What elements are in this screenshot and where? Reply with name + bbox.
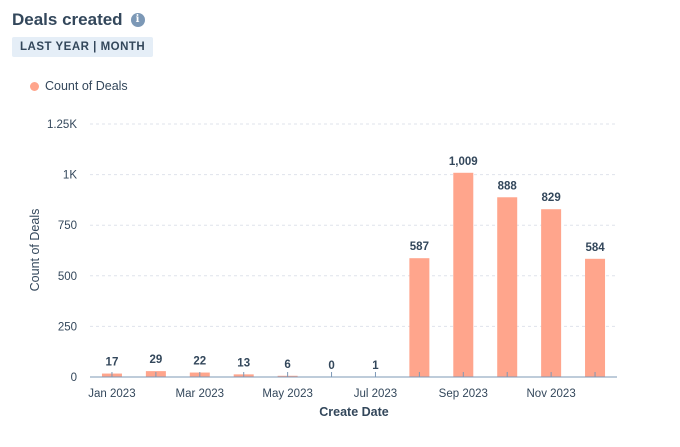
data-label: 587 <box>410 241 429 253</box>
x-tick-label: Nov 2023 <box>527 388 576 400</box>
bar[interactable] <box>585 258 606 377</box>
data-label: 6 <box>284 359 290 371</box>
data-label: 29 <box>149 354 162 366</box>
gridlines <box>90 123 617 327</box>
bar[interactable] <box>453 172 474 377</box>
date-range-filter-tag[interactable]: LAST YEAR | MONTH <box>12 37 154 57</box>
data-label: 0 <box>328 360 334 372</box>
data-label: 1 <box>372 360 379 372</box>
y-axis-title: Count of Deals <box>28 209 42 292</box>
chart-legend: Count of Deals <box>30 79 128 93</box>
bar[interactable] <box>497 197 518 377</box>
data-label: 22 <box>193 356 206 368</box>
data-label: 584 <box>585 242 605 254</box>
data-label: 17 <box>106 357 119 369</box>
x-axis-title: Create Date <box>319 405 389 419</box>
x-tick-label: Mar 2023 <box>175 388 224 400</box>
axes: 0 250 500 750 1K 1.25K Jan 2023 Mar 2023 May 202… <box>47 119 617 400</box>
data-label: 888 <box>498 180 518 192</box>
legend-label[interactable]: Count of Deals <box>45 79 128 93</box>
data-label: 13 <box>237 357 250 369</box>
y-tick-label: 500 <box>58 271 77 283</box>
bars <box>101 172 606 377</box>
x-tick-label: Sep 2023 <box>439 388 488 400</box>
data-label: 829 <box>542 192 561 204</box>
card-header: Deals created i <box>12 10 145 30</box>
y-tick-label: 1.25K <box>47 119 77 131</box>
y-tick-label: 1K <box>63 170 77 182</box>
bar[interactable] <box>541 209 562 377</box>
info-icon[interactable]: i <box>130 13 145 27</box>
data-label: 1,009 <box>449 156 478 168</box>
x-tick-label: Jan 2023 <box>88 388 135 400</box>
y-tick-label: 0 <box>71 372 77 384</box>
data-labels: 17 29 22 13 6 0 1 587 1,009 888 829 584 <box>106 156 606 372</box>
y-tick-label: 750 <box>58 220 77 232</box>
x-tick-label: May 2023 <box>262 388 313 400</box>
bar[interactable] <box>409 258 430 377</box>
y-tick-label: 250 <box>58 321 77 333</box>
chart-title: Deals created <box>12 10 123 29</box>
x-tick-label: Jul 2023 <box>354 388 397 400</box>
legend-swatch <box>30 81 39 91</box>
